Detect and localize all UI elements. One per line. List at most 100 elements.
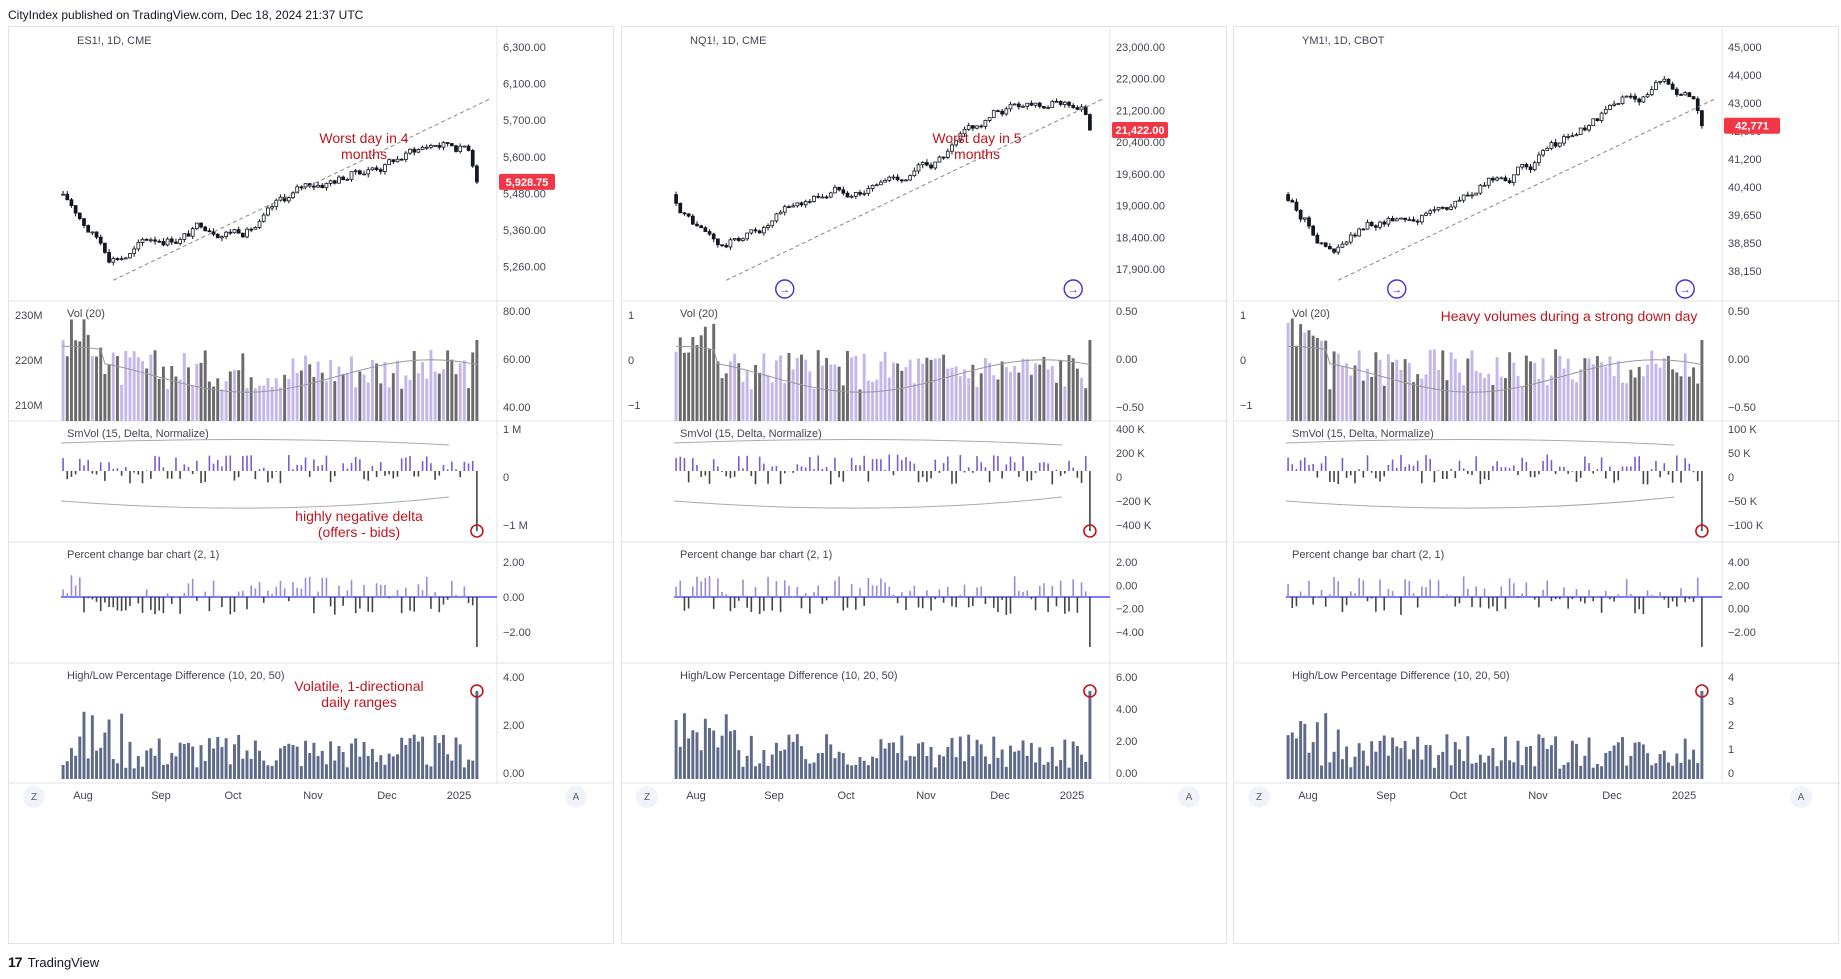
auto-scale-button[interactable]: A (565, 786, 587, 808)
hl-diff-bar (107, 719, 111, 779)
candle-body (1088, 114, 1092, 131)
candle-body (194, 222, 199, 230)
candle-body (1691, 96, 1696, 100)
hl-diff-bar (900, 735, 904, 779)
smvol-bar (725, 471, 728, 477)
candle-body (295, 186, 300, 194)
hl-diff-bar (1679, 762, 1683, 779)
hl-diff-bar (904, 760, 908, 779)
hl-diff-bar (446, 754, 450, 779)
hl-diff-bar (379, 755, 383, 779)
candle-body (1641, 96, 1646, 103)
time-axis-label: Dec (990, 790, 1010, 802)
smvol-bar (1584, 456, 1586, 471)
smvol-bar (1525, 461, 1528, 471)
volume-bar (354, 387, 358, 421)
volume-bar (1462, 385, 1466, 421)
pct-change-bar (1525, 582, 1528, 597)
volume-bar (1449, 352, 1453, 421)
hl-diff-bar (82, 711, 86, 779)
smvol-bar (934, 459, 937, 471)
pct-change-bar (846, 597, 849, 608)
smvol-bar (708, 471, 711, 484)
hl-diff-bar (1520, 765, 1524, 779)
volume-bar (1483, 377, 1487, 421)
auto-scale-button[interactable]: A (1790, 786, 1812, 808)
chart-panel-ym[interactable]: YM1!, 1D, CBOT 45,00044,00043,00042,0004… (1233, 26, 1840, 944)
chart-panel-nq[interactable]: NQ1!, 1D, CME 23,000.00 22,000.00 21,200.0… (621, 26, 1228, 944)
smvol-bar (896, 454, 899, 471)
smvol-bar (942, 463, 945, 471)
pct-change-bar (1387, 588, 1390, 597)
trend-line (726, 98, 1103, 281)
smvol-bar (1625, 466, 1628, 471)
pct-change-bar (1584, 597, 1586, 604)
smvol-bar (984, 467, 987, 471)
auto-scale-button[interactable]: A (1178, 786, 1200, 808)
smvol-bar (967, 467, 970, 471)
candle-body (98, 236, 103, 244)
hl-diff-bar (337, 746, 341, 779)
volume-bar (1541, 358, 1545, 421)
smvol-bar (980, 462, 983, 471)
zoom-button[interactable]: Z (1248, 786, 1270, 808)
pct-change-bar (871, 585, 874, 597)
zoom-button[interactable]: Z (23, 786, 45, 808)
volume-bar (967, 378, 971, 421)
pct-change-bar (859, 588, 861, 597)
hl-diff-bar (467, 759, 471, 779)
pct-change-bar (413, 597, 416, 612)
hl-diff-bar (1017, 750, 1021, 779)
candle-body (1394, 218, 1399, 222)
hl-diff-bar (1042, 764, 1046, 779)
price-axis-label: 39,650 (1728, 210, 1762, 222)
hl-diff-bar (1667, 762, 1670, 779)
candle-body (65, 193, 70, 201)
smvol-bar (1617, 471, 1620, 481)
price-axis-label: 45,000 (1728, 42, 1762, 54)
volume-bar (387, 387, 391, 421)
candle-body (874, 184, 879, 187)
smvol-bar (946, 456, 949, 471)
candle-body (703, 227, 708, 232)
pct-change-bar (771, 597, 774, 611)
volume-bar (1021, 358, 1025, 421)
vol-axis-right-label: 80.00 (503, 306, 531, 318)
smvol-bar (141, 471, 144, 484)
candle-body (374, 167, 379, 171)
chart-panel-es[interactable]: ES1!, 1D, CME 6,300.00 6,100.00 5,700.00 5,… (8, 26, 615, 944)
volume-bar (1009, 371, 1012, 421)
volume-bar (1520, 386, 1524, 421)
volume-bar (1067, 354, 1071, 421)
smvol-bar (1291, 464, 1294, 471)
smvol-bar (1437, 470, 1440, 471)
hl-diff-bar (795, 734, 799, 779)
smvol-bar (1575, 471, 1578, 482)
pct-change-bar (1370, 597, 1373, 599)
pct-change-bar (304, 577, 307, 597)
hl-diff-bar (691, 730, 695, 779)
hl-diff-bar (1629, 755, 1633, 779)
pct-change-bar (467, 597, 470, 603)
vol-axis-left-label: 220M (15, 355, 43, 367)
zoom-button[interactable]: Z (636, 786, 658, 808)
hl-diff-bar (1424, 744, 1428, 779)
hl-diff-bar (1009, 745, 1012, 779)
hl-diff-bar (1307, 752, 1311, 779)
candle-body (454, 145, 458, 152)
volume-bar (1508, 352, 1512, 421)
smvol-bar (1579, 471, 1582, 478)
pct-change-bar (1625, 579, 1628, 597)
hl-diff-bar (462, 767, 466, 779)
pct-change-bar (967, 597, 970, 608)
candle-body (971, 125, 975, 129)
candle-body (1286, 194, 1290, 201)
pct-change-bar (154, 597, 156, 615)
volume-bar (107, 364, 111, 421)
hl-diff-bar (804, 759, 808, 779)
volume-ma-line (676, 345, 1091, 393)
smvol-bar (1080, 471, 1083, 483)
pct-change-bar (1663, 597, 1666, 600)
volume-bar (682, 352, 686, 421)
hl-diff-bar (728, 731, 732, 779)
